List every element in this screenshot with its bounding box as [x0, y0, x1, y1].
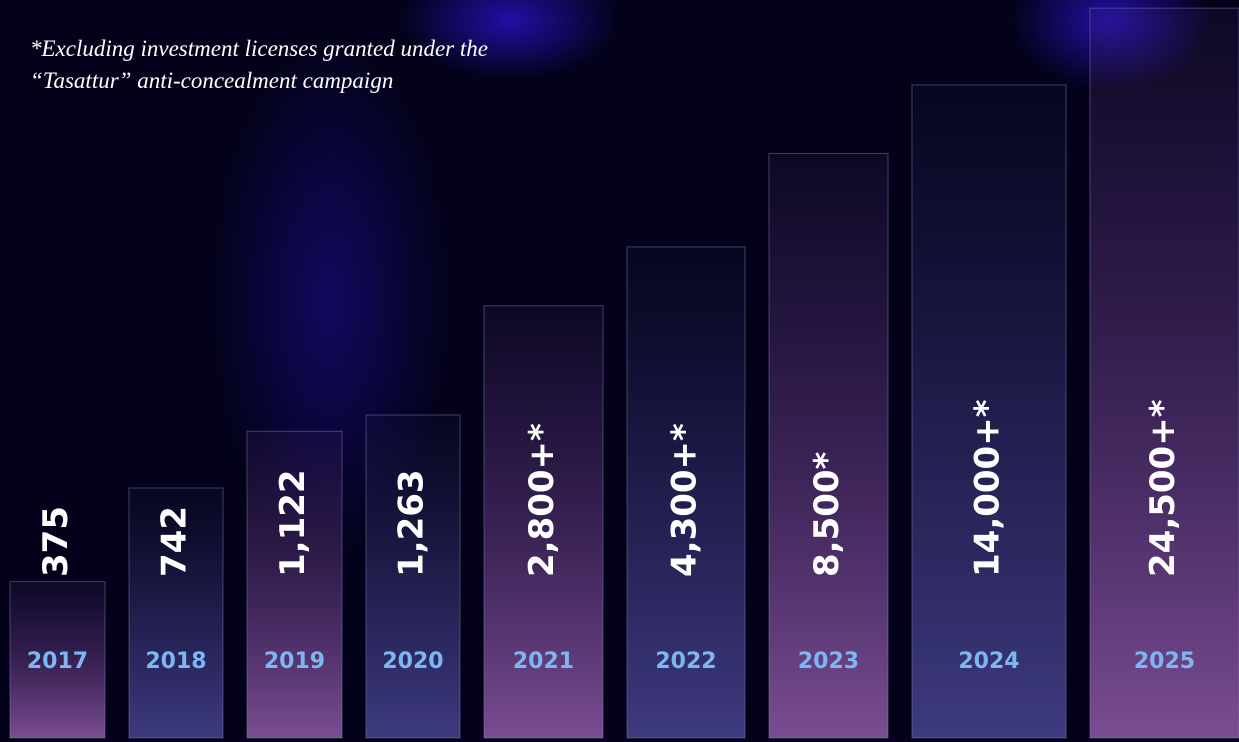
x-tick-label: 2018 [145, 649, 206, 674]
x-tick-label: 2022 [655, 649, 716, 674]
x-tick-label: 2023 [798, 649, 859, 674]
value-label: 24,500+* [1143, 399, 1183, 577]
glow [400, 0, 620, 80]
bar [246, 430, 343, 739]
x-tick-label: 2021 [513, 649, 574, 674]
bar [911, 84, 1067, 739]
bar [128, 487, 224, 739]
value-label: 1,122 [273, 469, 313, 577]
value-label: 4,300+* [665, 423, 705, 577]
x-tick-label: 2019 [264, 649, 325, 674]
x-tick-label: 2020 [382, 649, 443, 674]
bar [1089, 7, 1239, 739]
value-label: 742 [155, 506, 195, 577]
x-tick-label: 2024 [958, 649, 1019, 674]
value-label: 8,500* [807, 451, 847, 577]
value-label: 1,263 [392, 469, 432, 577]
x-tick-label: 2017 [27, 649, 88, 674]
bar [768, 152, 889, 739]
bar [365, 414, 461, 739]
bar [626, 246, 746, 739]
value-label: 2,800+* [522, 423, 562, 577]
bars: 375 2017 742 2018 1,122 2019 1,263 2020 2,800+* 2… [9, 7, 1239, 739]
x-tick-label: 2025 [1134, 649, 1195, 674]
footnote: *Excluding investment licenses granted u… [30, 36, 488, 61]
bar [9, 581, 106, 739]
value-label: 14,000+* [968, 399, 1008, 577]
footnote: “Tasattur” anti-concealment campaign [30, 68, 393, 93]
bar [483, 305, 604, 739]
value-label: 375 [36, 506, 76, 577]
